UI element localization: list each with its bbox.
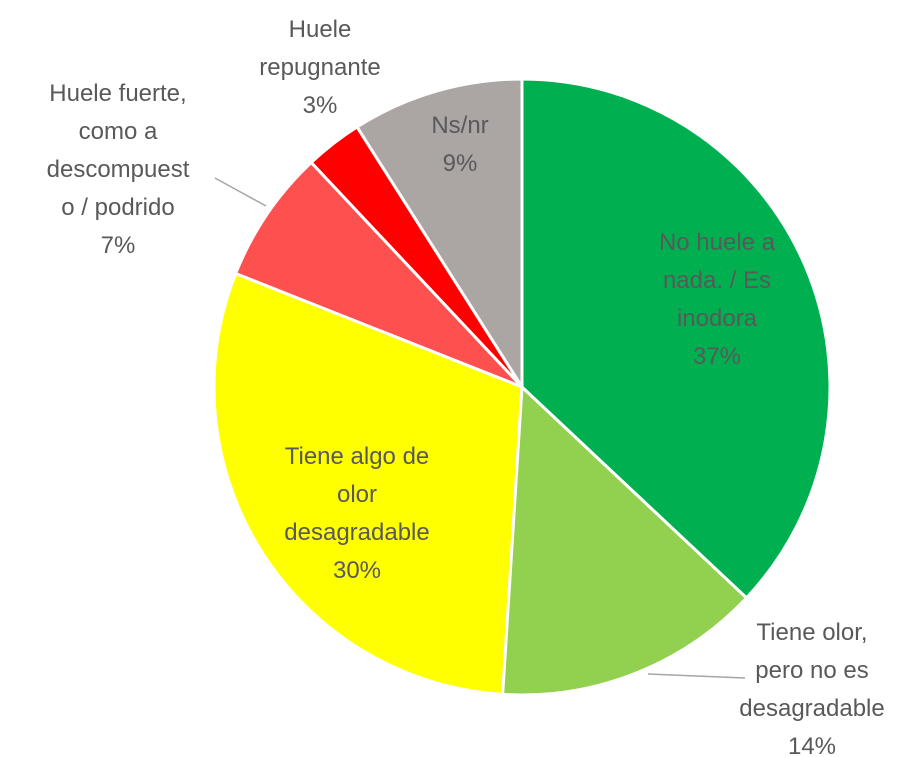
pie-slice bbox=[212, 271, 524, 696]
category-label: Tiene algo de olor desagradable bbox=[284, 443, 430, 546]
category-label: Huele repugnante bbox=[259, 16, 381, 81]
category-label: Ns/nr bbox=[431, 112, 489, 139]
leader-line bbox=[647, 673, 746, 679]
value-label: 14% bbox=[787, 733, 837, 757]
pie-slice bbox=[354, 77, 524, 393]
value-label: 30% bbox=[332, 557, 382, 584]
category-label: Huele fuerte, como a descompuest o / pod… bbox=[46, 80, 190, 221]
slice-label: Huele repugnante 3% bbox=[259, 11, 380, 125]
value-label: 3% bbox=[302, 92, 338, 119]
value-label: 37% bbox=[692, 343, 742, 370]
category-label: No huele a nada. / Es inodora bbox=[658, 229, 776, 332]
leader-line bbox=[214, 177, 267, 207]
slice-label: Huele fuerte, como a descompuest o / pod… bbox=[47, 75, 190, 265]
slice-label: Ns/nr 9% bbox=[431, 107, 488, 183]
value-label: 9% bbox=[442, 150, 478, 177]
slice-label: No huele a nada. / Es inodora 37% bbox=[659, 224, 775, 376]
value-label: 7% bbox=[100, 232, 136, 259]
pie-slice bbox=[520, 77, 832, 600]
slice-label: Tiene algo de olor desagradable 30% bbox=[284, 438, 429, 590]
pie-slice bbox=[501, 383, 749, 697]
slice-label: Tiene olor, pero no es desagradable 14% bbox=[739, 614, 884, 757]
pie-slice bbox=[233, 160, 524, 389]
category-label: Tiene olor, pero no es desagradable bbox=[739, 619, 885, 722]
